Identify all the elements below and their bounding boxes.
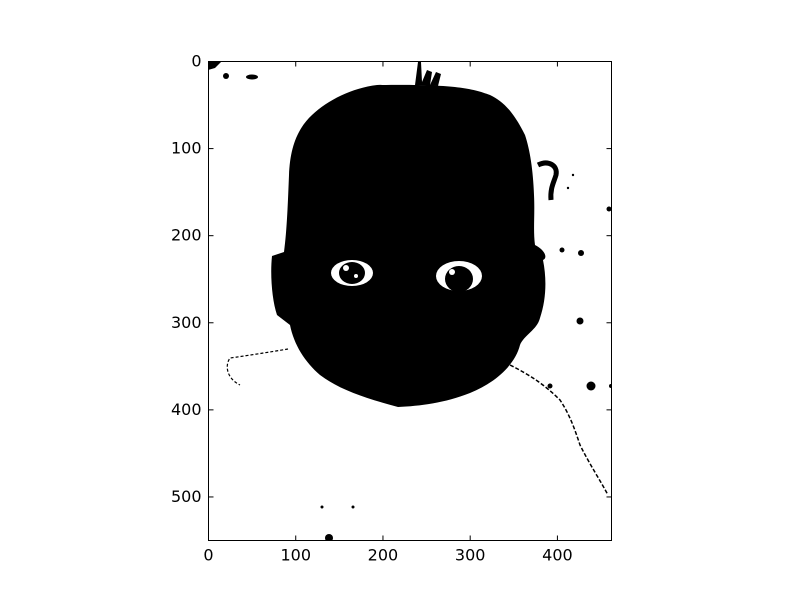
hair-tuft (415, 62, 441, 86)
x-tick-label: 400 (542, 546, 573, 565)
right-eye-highlight (449, 269, 455, 275)
x-tick-label: 200 (368, 546, 399, 565)
x-tick-label: 100 (280, 546, 311, 565)
y-tick-label: 0 (191, 52, 201, 71)
y-tick-label: 400 (171, 400, 202, 419)
left-eye-speck (354, 274, 358, 278)
head-silhouette (271, 84, 546, 408)
right-eye-pupil (445, 266, 473, 292)
y-tick-label: 500 (171, 487, 202, 506)
noise-specks (208, 61, 611, 540)
y-tick-label: 300 (171, 313, 202, 332)
y-tick-label: 100 (171, 139, 202, 158)
shoulder-outline-left (226, 348, 289, 386)
shoulder-outline-right (509, 364, 609, 496)
ear-curl (536, 160, 559, 201)
left-eye-highlight (343, 265, 349, 271)
axes-frame (208, 61, 612, 541)
x-tick-label: 0 (203, 546, 213, 565)
y-tick-label: 200 (171, 226, 202, 245)
x-axis: 0 100 200 300 400 (203, 61, 573, 565)
x-tick-label: 300 (455, 546, 486, 565)
y-axis: 0 100 200 300 400 500 (171, 52, 612, 506)
binary-image (208, 61, 611, 540)
image-plot-area (208, 61, 611, 540)
left-eye-pupil (339, 262, 365, 284)
